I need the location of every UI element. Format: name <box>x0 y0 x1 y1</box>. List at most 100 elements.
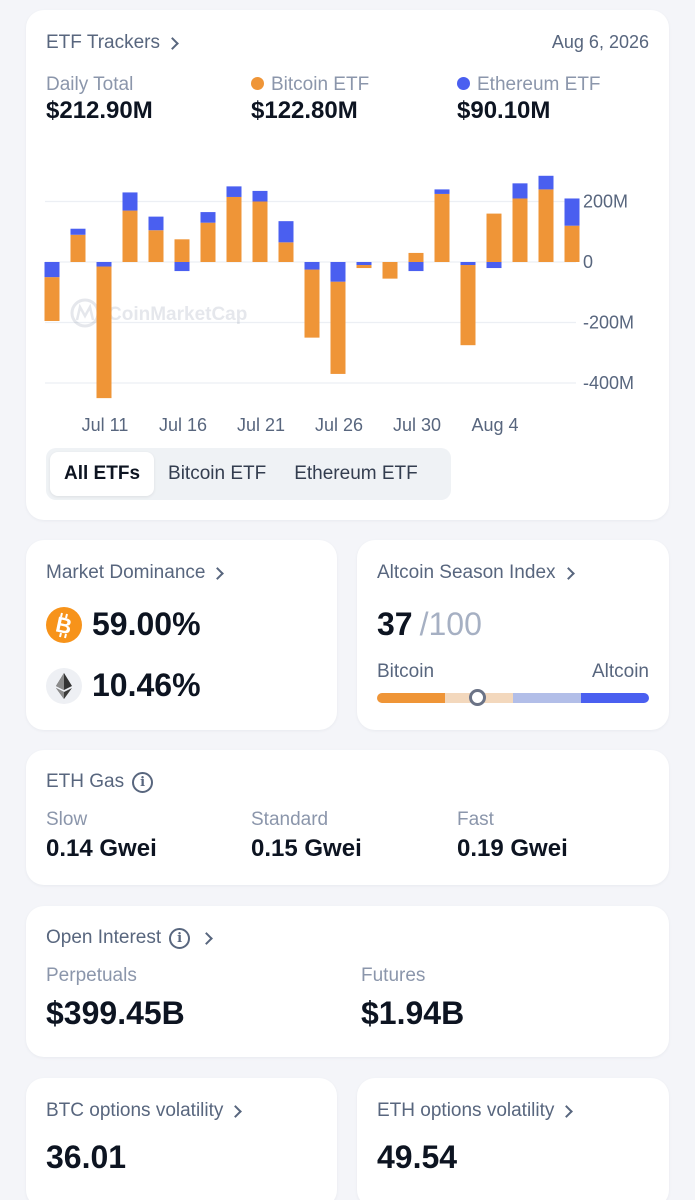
open-interest-header[interactable]: Open Interest i <box>46 927 213 949</box>
etf-trackers-card: ETF Trackers Aug 6, 2026 Daily Total $21… <box>26 10 669 520</box>
bar-ethereum-etf[interactable] <box>278 221 294 243</box>
bar-bitcoin-etf[interactable] <box>70 234 86 262</box>
btc-options-volatility-card[interactable]: BTC options volatility 36.01 <box>26 1078 337 1200</box>
gas-standard-value: 0.15 Gwei <box>251 835 362 862</box>
bar-bitcoin-etf[interactable] <box>538 189 554 262</box>
daily-total-value: $212.90M <box>46 97 153 124</box>
open-interest-title: Open Interest <box>46 927 162 948</box>
x-tick-label: Jul 26 <box>315 415 363 435</box>
market-dominance-title: Market Dominance <box>46 562 206 583</box>
bar-ethereum-etf[interactable] <box>434 189 450 194</box>
btc-etf-summary: Bitcoin ETF $122.80M <box>251 74 369 125</box>
altcoin-index-max: /100 <box>419 606 482 642</box>
bar-bitcoin-etf[interactable] <box>486 213 502 262</box>
y-tick-label: -200M <box>583 313 634 333</box>
bar-ethereum-etf[interactable] <box>356 262 372 266</box>
tab-ethereum-etf[interactable]: Ethereum ETF <box>294 463 418 484</box>
daily-total: Daily Total $212.90M <box>46 74 153 125</box>
eth-volatility-value: 49.54 <box>377 1139 458 1175</box>
altcoin-right-label: Altcoin <box>591 661 649 682</box>
bar-ethereum-etf[interactable] <box>122 192 138 211</box>
bar-bitcoin-etf[interactable] <box>564 225 580 262</box>
info-icon[interactable]: i <box>169 927 191 949</box>
bar-ethereum-etf[interactable] <box>200 212 216 223</box>
chevron-right-icon <box>200 931 213 945</box>
bar-ethereum-etf[interactable] <box>148 216 164 231</box>
eth-dominance-row: 10.46% <box>46 667 201 704</box>
chevron-right-icon <box>229 1104 243 1118</box>
bar-ethereum-etf[interactable] <box>96 262 112 267</box>
btc-volatility-header[interactable]: BTC options volatility <box>46 1100 243 1122</box>
btc-volatility-value: 36.01 <box>46 1139 127 1175</box>
gas-standard: Standard 0.15 Gwei <box>251 809 362 863</box>
bar-bitcoin-etf[interactable] <box>174 239 190 262</box>
info-icon[interactable]: i <box>132 771 154 793</box>
bar-bitcoin-etf[interactable] <box>200 222 216 262</box>
eth-etf-value: $90.10M <box>457 97 551 124</box>
bar-ethereum-etf[interactable] <box>564 198 580 226</box>
chevron-right-icon <box>560 1104 574 1118</box>
bar-bitcoin-etf[interactable] <box>226 196 242 262</box>
bar-ethereum-etf[interactable] <box>226 186 242 197</box>
x-tick-label: Aug 4 <box>471 415 518 435</box>
bar-ethereum-etf[interactable] <box>44 262 60 278</box>
bar-bitcoin-etf[interactable] <box>382 262 398 279</box>
etf-date: Aug 6, 2026 <box>551 32 649 52</box>
bar-bitcoin-etf[interactable] <box>252 201 268 263</box>
eth-gas-header: ETH Gas i <box>46 771 154 793</box>
daily-total-label: Daily Total <box>46 74 134 95</box>
bar-bitcoin-etf[interactable] <box>330 281 346 374</box>
bar-bitcoin-etf[interactable] <box>434 193 450 262</box>
bar-ethereum-etf[interactable] <box>330 262 346 282</box>
altcoin-season-bar <box>377 693 649 703</box>
bar-ethereum-etf[interactable] <box>538 175 554 190</box>
bar-bitcoin-etf[interactable] <box>356 265 372 269</box>
altcoin-season-header[interactable]: Altcoin Season Index <box>377 562 575 584</box>
altcoin-season-card[interactable]: Altcoin Season Index 37 /100 Bitcoin Alt… <box>357 540 669 730</box>
bar-ethereum-etf[interactable] <box>512 183 528 199</box>
eth-dominance-value: 10.46% <box>92 667 201 703</box>
bar-bitcoin-etf[interactable] <box>278 242 294 262</box>
gas-standard-label: Standard <box>251 809 329 830</box>
gas-slow-label: Slow <box>46 809 88 830</box>
perpetuals-value: $399.45B <box>46 995 185 1031</box>
tab-bitcoin-etf[interactable]: Bitcoin ETF <box>168 463 267 484</box>
etf-flow-chart[interactable]: CoinMarketCap 200M 0 -200M -400M Jul 11 Jul … <box>26 150 669 440</box>
tab-all-etfs[interactable]: All ETFs <box>50 452 155 496</box>
y-tick-label: 0 <box>583 252 593 272</box>
altcoin-index-value: 37 <box>377 606 413 642</box>
etf-trackers-title: ETF Trackers <box>46 32 161 53</box>
bar-ethereum-etf[interactable] <box>486 262 502 269</box>
perpetuals-label: Perpetuals <box>46 965 137 986</box>
gas-fast: Fast 0.19 Gwei <box>457 809 568 863</box>
bar-ethereum-etf[interactable] <box>304 262 320 270</box>
eth-options-volatility-card[interactable]: ETH options volatility 49.54 <box>357 1078 669 1200</box>
bar-ethereum-etf[interactable] <box>174 262 190 272</box>
perpetuals: Perpetuals $399.45B <box>46 965 185 1032</box>
bar-ethereum-etf[interactable] <box>252 190 268 202</box>
bar-bitcoin-etf[interactable] <box>96 266 112 399</box>
bar-ethereum-etf[interactable] <box>460 262 476 266</box>
bar-bitcoin-etf[interactable] <box>460 265 476 346</box>
altcoin-index-value-row: 37 /100 <box>377 606 482 643</box>
bar-bitcoin-etf[interactable] <box>304 269 320 338</box>
bar-ethereum-etf[interactable] <box>408 262 424 272</box>
market-dominance-card[interactable]: Market Dominance B 59.00% 10.46% <box>26 540 337 730</box>
bar-ethereum-etf[interactable] <box>70 228 86 235</box>
futures: Futures $1.94B <box>361 965 464 1032</box>
x-tick-label: Jul 11 <box>82 415 129 435</box>
bar-bitcoin-etf[interactable] <box>122 210 138 262</box>
chevron-right-icon <box>561 566 575 580</box>
open-interest-card[interactable]: Open Interest i Perpetuals $399.45B Futu… <box>26 906 669 1057</box>
gas-fast-label: Fast <box>457 809 494 830</box>
ethereum-legend-dot <box>457 77 470 90</box>
market-dominance-header[interactable]: Market Dominance <box>46 562 225 584</box>
eth-volatility-header[interactable]: ETH options volatility <box>377 1100 574 1122</box>
bar-bitcoin-etf[interactable] <box>148 230 164 262</box>
bar-bitcoin-etf[interactable] <box>44 277 60 321</box>
bar-bitcoin-etf[interactable] <box>408 252 424 262</box>
bar-bitcoin-etf[interactable] <box>512 198 528 262</box>
etf-trackers-header[interactable]: ETF Trackers <box>46 32 179 54</box>
eth-etf-summary: Ethereum ETF $90.10M <box>457 74 601 125</box>
gas-slow-value: 0.14 Gwei <box>46 835 157 862</box>
